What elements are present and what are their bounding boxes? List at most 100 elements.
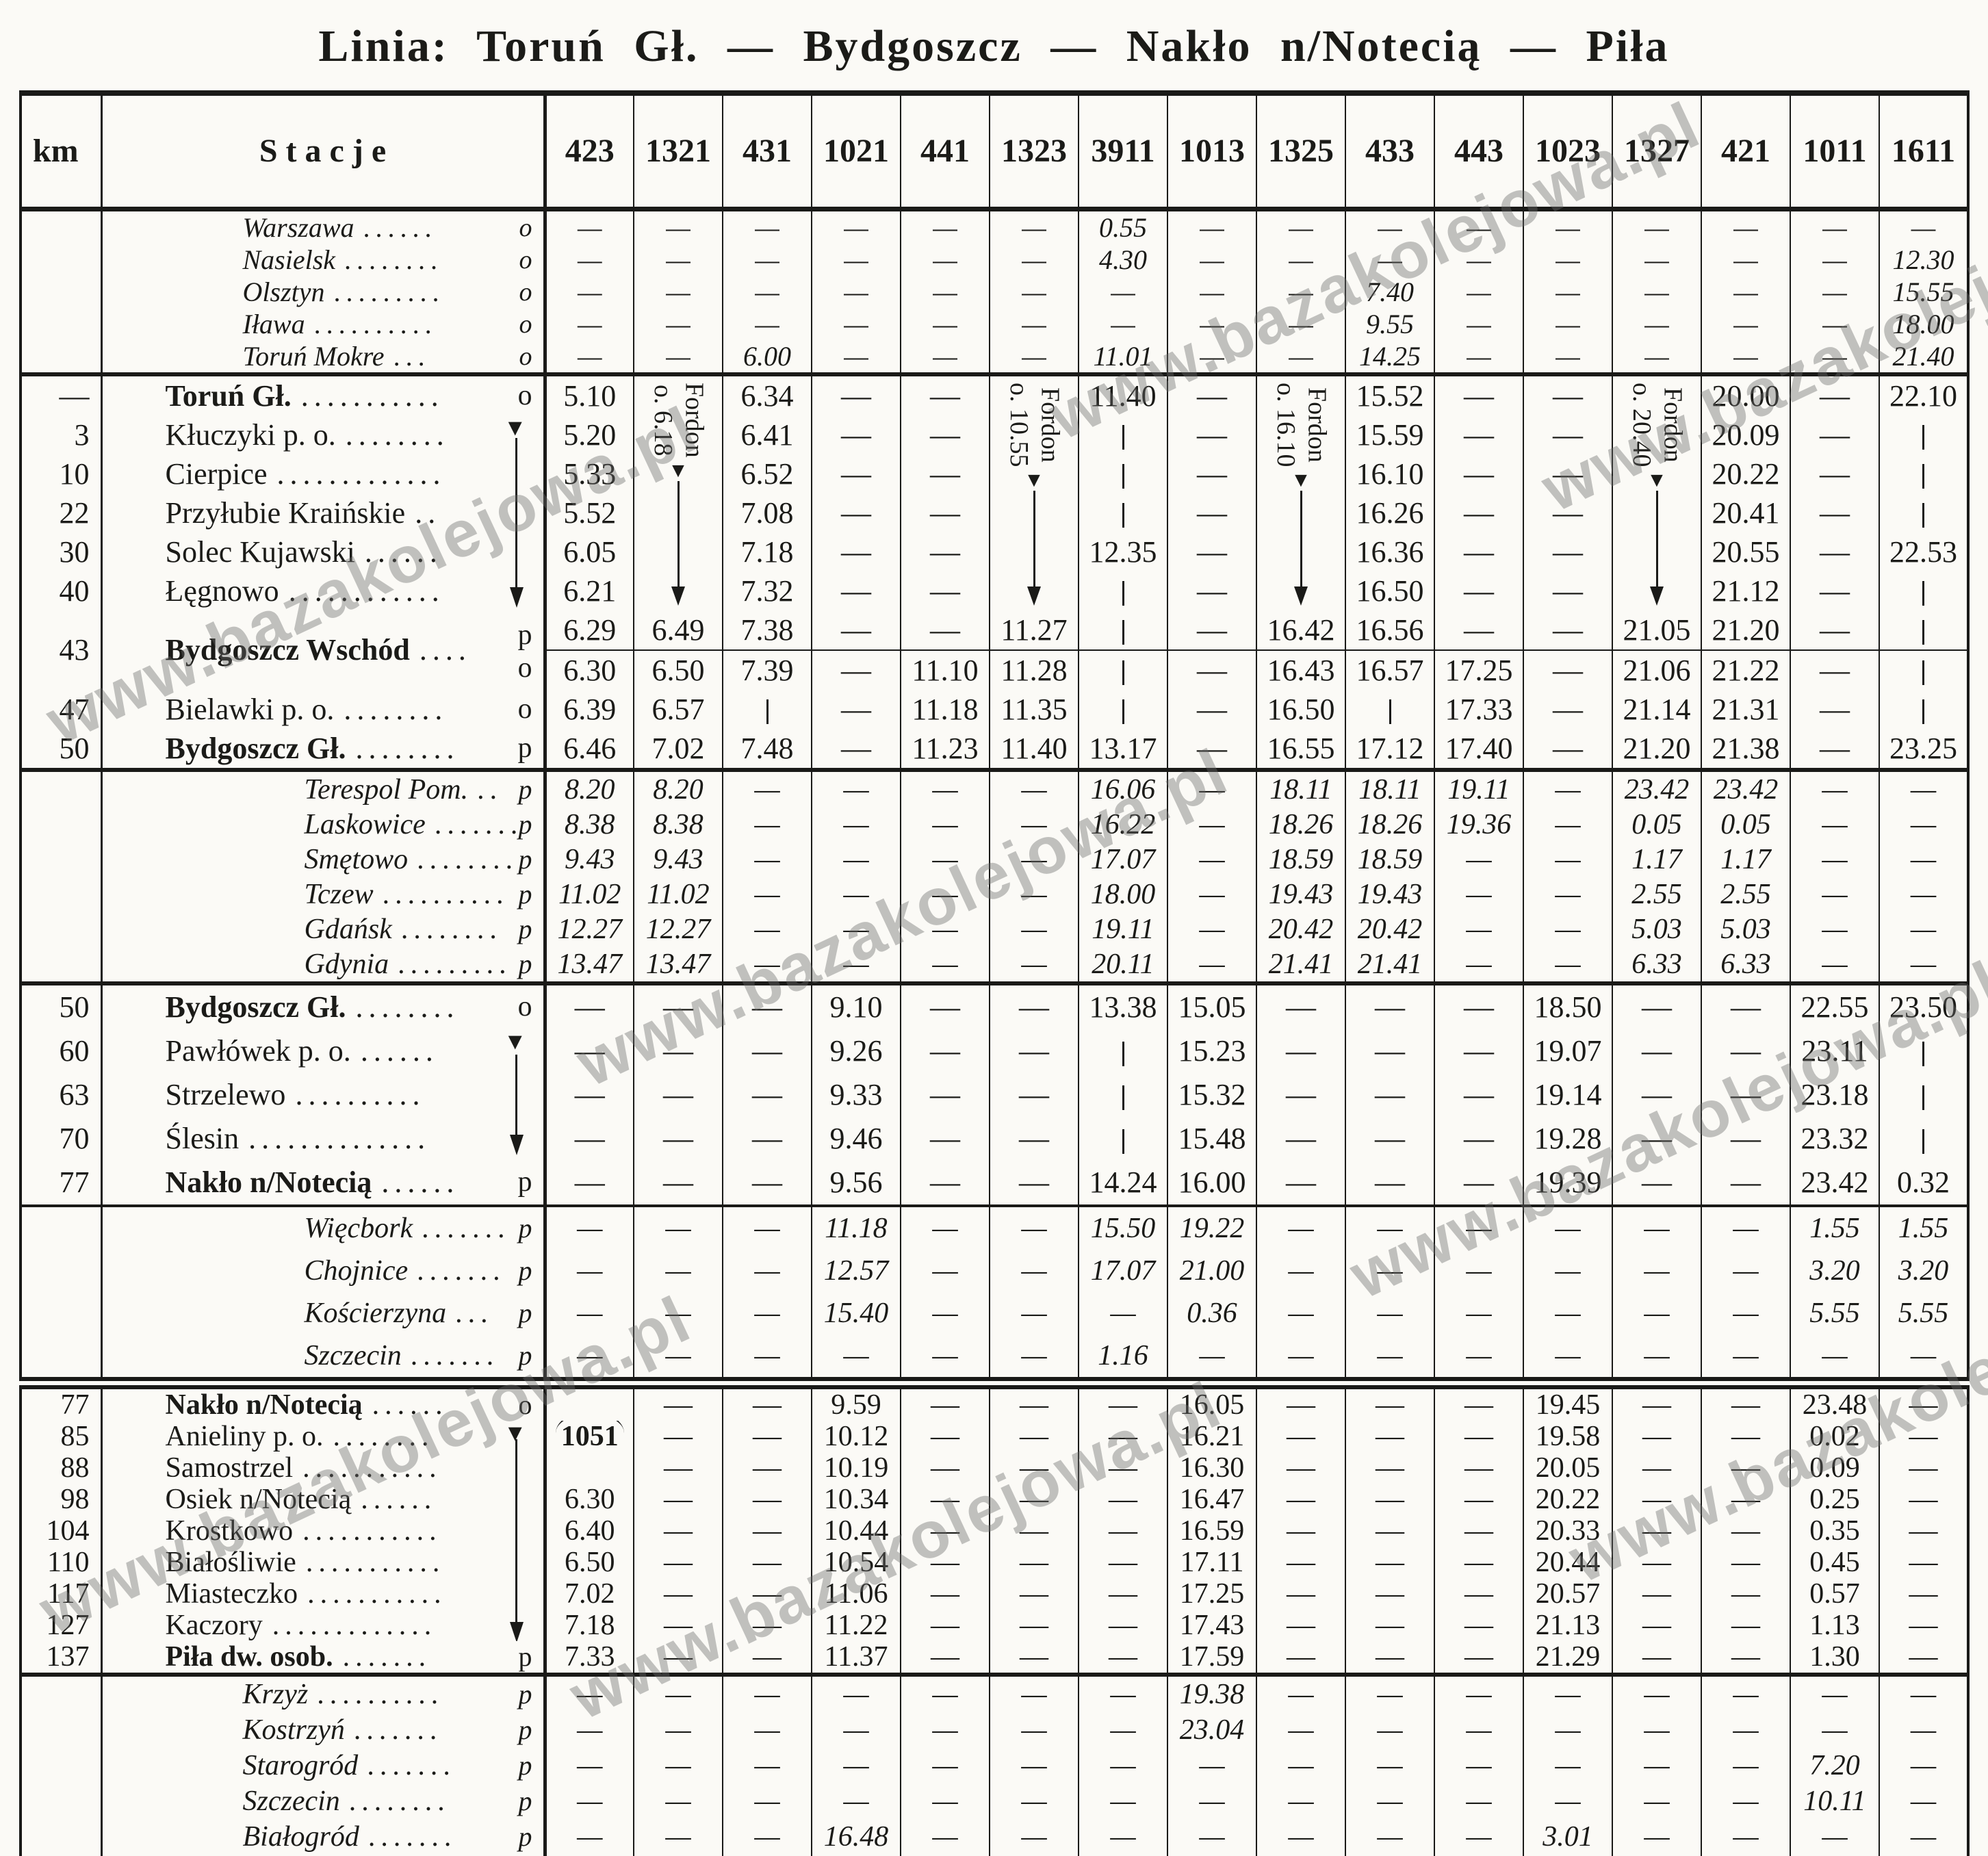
time-cell: 0.05 bbox=[1612, 807, 1701, 842]
time-cell: — bbox=[900, 1292, 990, 1335]
no-service-dash: — bbox=[1555, 244, 1580, 275]
time-cell: 12.27 bbox=[543, 912, 634, 946]
route-arrow-line bbox=[515, 1073, 517, 1117]
station-cell: Starogród....... p bbox=[100, 1748, 545, 1783]
time-cell: — bbox=[1523, 912, 1612, 946]
time-cell: — bbox=[900, 415, 990, 454]
no-service-dash: — bbox=[1464, 378, 1494, 413]
station-row: 43 Bydgoszcz Wschód.... p o 6.29 6.49 7.38— —11… bbox=[21, 610, 1968, 690]
time-cell: — bbox=[722, 1515, 812, 1547]
no-service-dash: — bbox=[1642, 990, 1672, 1024]
leader-dots: .......... bbox=[383, 878, 510, 910]
time-cell: 21.05 bbox=[1612, 610, 1701, 651]
no-service-dash: — bbox=[1909, 1578, 1938, 1610]
no-service-dash: — bbox=[1911, 211, 1936, 243]
arrival-departure-marker: p bbox=[518, 1641, 532, 1673]
time-cell: — bbox=[811, 610, 901, 651]
time-cell: — bbox=[989, 1117, 1079, 1161]
leader-dots: ......... bbox=[398, 948, 513, 980]
train-number-header: 1021 bbox=[811, 93, 901, 209]
no-service-dash: — bbox=[932, 1786, 958, 1817]
km-cell bbox=[21, 308, 101, 340]
time-cell: — bbox=[989, 1073, 1079, 1117]
no-service-dash: — bbox=[1466, 1213, 1492, 1244]
time-cell: — bbox=[900, 532, 990, 571]
time-cell: — bbox=[1879, 770, 1968, 807]
time-cell: — bbox=[811, 340, 901, 374]
time-cell: — bbox=[1612, 1748, 1701, 1783]
time-cell: — bbox=[722, 1641, 812, 1675]
time-cell: — bbox=[1612, 1073, 1701, 1117]
station-cell: Bielawki p. o......... o bbox=[100, 690, 545, 729]
time-cell: — bbox=[633, 1484, 723, 1515]
time-cell: — bbox=[900, 770, 990, 807]
no-service-dash: — bbox=[666, 276, 690, 307]
arrival-departure-marker: p bbox=[517, 732, 532, 764]
time-cell: 0.32 bbox=[1879, 1161, 1968, 1206]
time-cell: 16.48 bbox=[811, 1819, 901, 1855]
route-arrow-line bbox=[677, 480, 680, 587]
no-service-dash: — bbox=[1731, 1078, 1761, 1111]
time-cell: — bbox=[722, 308, 812, 340]
train-number-header: 1011 bbox=[1790, 93, 1879, 209]
time-cell: — bbox=[1078, 1515, 1167, 1547]
no-service-dash: — bbox=[1021, 1298, 1047, 1329]
no-service-dash: — bbox=[754, 948, 780, 980]
station-cell: Osiek n/Notecią...... bbox=[100, 1484, 545, 1515]
time-cell: — bbox=[1434, 340, 1523, 374]
time-cell: — bbox=[1256, 276, 1345, 308]
time-cell: 6.33 bbox=[1701, 946, 1790, 983]
time-cell: — bbox=[989, 807, 1079, 842]
no-service-dash: — bbox=[1555, 211, 1580, 243]
station-cell: Krostkowo........... bbox=[100, 1515, 545, 1547]
km-cell: 3 bbox=[74, 417, 90, 452]
station-row: 40 Łęgnowo............ 6.21 7.32— — —16.50— —2… bbox=[21, 571, 1968, 610]
time-cell: — bbox=[722, 1073, 812, 1117]
no-service-dash: — bbox=[1910, 1714, 1937, 1746]
no-service-dash: — bbox=[1197, 731, 1227, 765]
pass-through-bar bbox=[1122, 464, 1124, 489]
train-number-header: 1023 bbox=[1523, 93, 1612, 209]
time-cell: — bbox=[1434, 1250, 1523, 1292]
time-cell: 10.12 bbox=[811, 1421, 901, 1452]
station-cell: Więcbork....... p bbox=[100, 1206, 545, 1250]
leader-dots: ...... bbox=[360, 1034, 439, 1068]
station-cell: Laskowice....... p bbox=[100, 807, 545, 842]
time-cell: 15.59 bbox=[1345, 415, 1434, 454]
no-service-dash: — bbox=[843, 1786, 869, 1817]
train-number-header: 1323 bbox=[989, 93, 1079, 209]
station-cell: Szczecin....... p bbox=[100, 1335, 545, 1383]
time-cell: 12.27 bbox=[633, 912, 723, 946]
time-cell: 21.41 bbox=[1345, 946, 1434, 983]
route-arrow-line bbox=[515, 493, 517, 532]
no-service-dash: — bbox=[843, 948, 869, 980]
time-cell: — bbox=[1256, 340, 1345, 374]
time-cell: — bbox=[1256, 1029, 1345, 1073]
time-cell: — bbox=[1790, 912, 1879, 946]
timetable-section-main-1: — Toruń Gł............ o 5.10 Fordon o. 6.18 ▼… bbox=[21, 374, 1968, 770]
time-cell: 1.17 bbox=[1701, 842, 1790, 877]
no-service-dash: — bbox=[841, 731, 871, 765]
leader-dots: ........ bbox=[344, 692, 448, 726]
no-service-dash: — bbox=[1197, 534, 1227, 569]
no-service-dash: — bbox=[1466, 843, 1492, 875]
time-cell bbox=[1078, 571, 1167, 610]
no-service-dash: — bbox=[752, 1034, 782, 1068]
time-cell: — bbox=[900, 1073, 990, 1117]
time-cell: — bbox=[1879, 1335, 1968, 1383]
time-cell: 6.46 bbox=[543, 729, 634, 770]
time-cell: 15.55 bbox=[1879, 276, 1968, 308]
time-cell: 19.45 bbox=[1523, 1383, 1612, 1421]
no-service-dash: — bbox=[1286, 1165, 1316, 1199]
time-cell: — bbox=[1879, 209, 1968, 244]
time-cell: 5.20 bbox=[543, 415, 634, 454]
feeder-row: Toruń Mokre... o — — 6.00 — — — 11.01 — — 14.25 — — — —… bbox=[21, 340, 1968, 374]
time-cell: — bbox=[1879, 1547, 1968, 1578]
time-cell: 23.04 bbox=[1167, 1712, 1256, 1748]
time-cell: — bbox=[1434, 842, 1523, 877]
time-cell: — bbox=[1345, 1383, 1434, 1421]
time-cell: — bbox=[1345, 983, 1434, 1029]
time-cell: 18.26 bbox=[1256, 807, 1345, 842]
time-cell: — bbox=[1790, 374, 1879, 415]
no-service-dash: — bbox=[1910, 948, 1937, 980]
